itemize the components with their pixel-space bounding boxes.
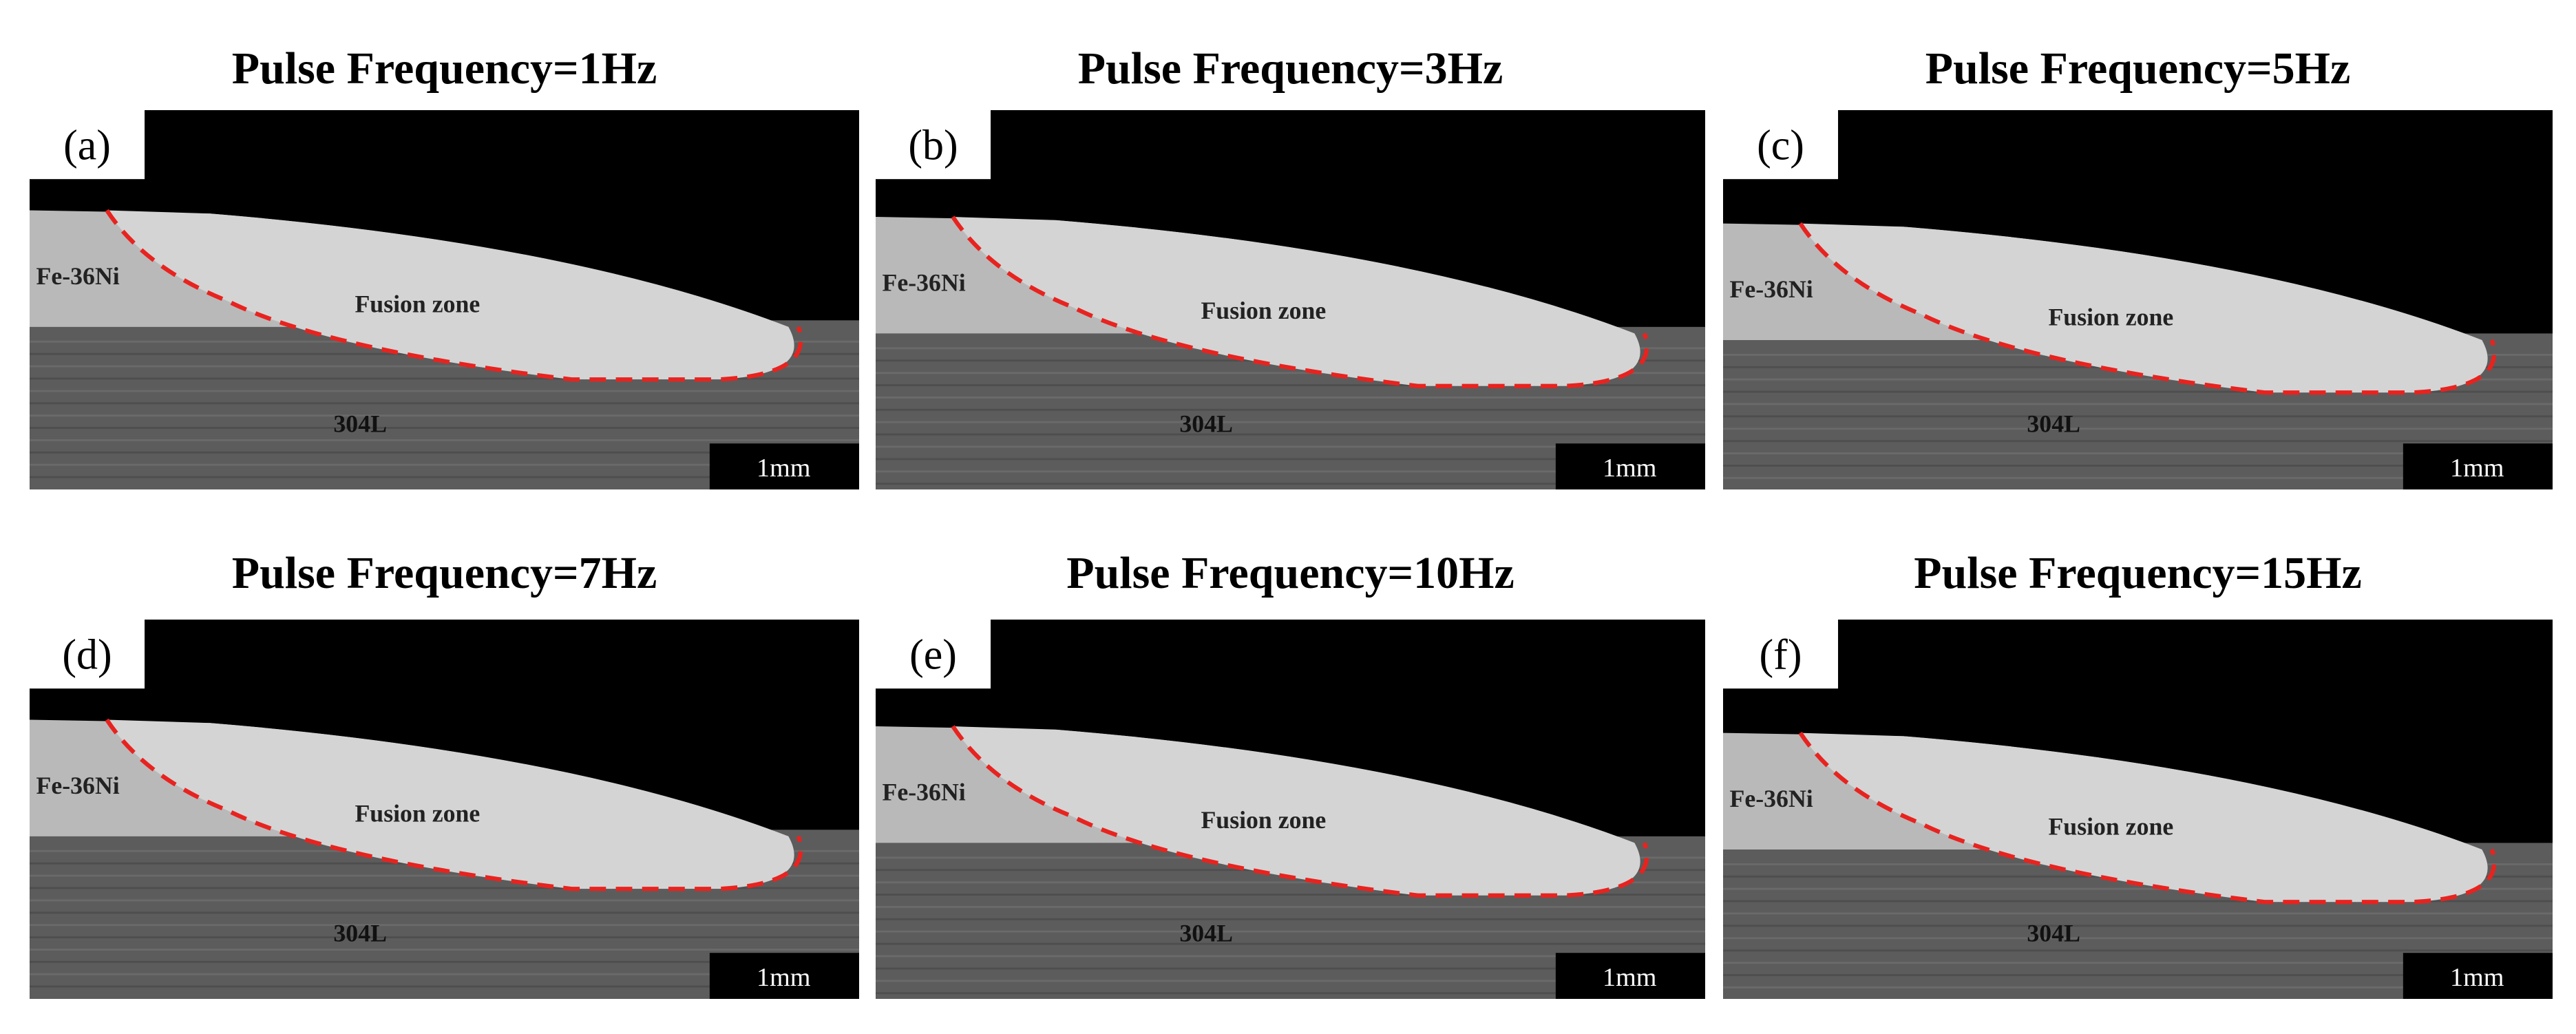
zone-label: Fusion zone [1201,806,1326,834]
micrograph: (c) Fe-36Ni Fusion zone 304L 1mm [1723,110,2553,489]
base-metal-label: Fe-36Ni [883,268,966,296]
panel-label: (b) [908,123,958,169]
zone-label: Fusion zone [2048,303,2173,330]
panel-title: Pulse Frequency=15Hz [1914,548,2362,598]
micrograph: (a) Fe-36Ni Fusion zone 304L 1mm [30,110,859,489]
fusion-boundary [105,209,803,382]
micrograph: (d) Fe-36Ni Fusion zone 304L 1mm [30,620,859,999]
fusion-boundary [951,215,1649,388]
substrate-label: 304L [2027,920,2080,947]
zone-label: Fusion zone [355,290,480,317]
base-metal-label: Fe-36Ni [1730,785,1813,812]
base-metal-label: Fe-36Ni [1730,275,1813,303]
panel-label: (f) [1760,632,1802,679]
base-metal-label: Fe-36Ni [36,772,120,799]
fusion-boundary [951,725,1649,898]
scale-bar-box [1555,953,1705,999]
fusion-region [107,210,794,380]
panel-title: Pulse Frequency=5Hz [1925,43,2351,94]
panel-label: (d) [62,632,112,679]
substrate-label: 304L [1179,410,1233,438]
label-box [1723,620,1839,689]
panel-label: (c) [1757,123,1804,169]
scale-bar-label: 1mm [1603,454,1657,483]
label-box [1723,110,1839,180]
label-box [30,620,145,689]
scale-bar-box [2403,443,2553,489]
zone-label: Fusion zone [355,799,480,827]
label-box [30,110,145,180]
substrate-label: 304L [1179,920,1233,947]
fusion-region [1800,732,2488,903]
panel-label: (e) [909,632,957,679]
micrograph: (b) Fe-36Ni Fusion zone 304L 1mm [876,110,1705,489]
panel-label: (a) [63,123,111,169]
scale-bar-label: 1mm [2450,963,2504,992]
substrate-label: 304L [333,410,387,438]
panel-title: Pulse Frequency=7Hz [231,548,657,598]
fusion-region [953,726,1640,896]
micrograph: (f) Fe-36Ni Fusion zone 304L 1mm [1723,620,2553,999]
scale-bar-label: 1mm [757,963,811,992]
fusion-region [107,719,794,889]
scale-bar-box [1555,443,1705,489]
label-box [876,620,991,689]
zone-label: Fusion zone [2048,812,2173,840]
scale-bar-box [709,953,859,999]
scale-bar-label: 1mm [757,454,811,483]
scale-bar-box [709,443,859,489]
scale-bar-label: 1mm [1603,963,1657,992]
fusion-region [953,217,1640,386]
fusion-region [1800,223,2488,393]
panel-title: Pulse Frequency=1Hz [231,43,657,94]
micrograph: (e) Fe-36Ni Fusion zone 304L 1mm [876,620,1705,999]
fusion-boundary [1798,222,2497,395]
label-box [876,110,991,180]
scale-bar-label: 1mm [2450,454,2504,483]
scale-bar-box [2403,953,2553,999]
fusion-boundary [1798,731,2497,905]
substrate-label: 304L [333,920,387,947]
zone-label: Fusion zone [1201,297,1326,324]
fusion-boundary [105,718,803,891]
panel-title: Pulse Frequency=3Hz [1077,43,1503,94]
substrate-label: 304L [2027,410,2080,438]
panel-title: Pulse Frequency=10Hz [1066,548,1514,598]
base-metal-label: Fe-36Ni [883,778,966,805]
base-metal-label: Fe-36Ni [36,262,120,290]
